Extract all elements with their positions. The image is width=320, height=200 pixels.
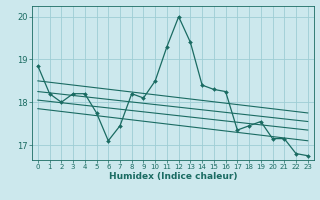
X-axis label: Humidex (Indice chaleur): Humidex (Indice chaleur) xyxy=(108,172,237,181)
